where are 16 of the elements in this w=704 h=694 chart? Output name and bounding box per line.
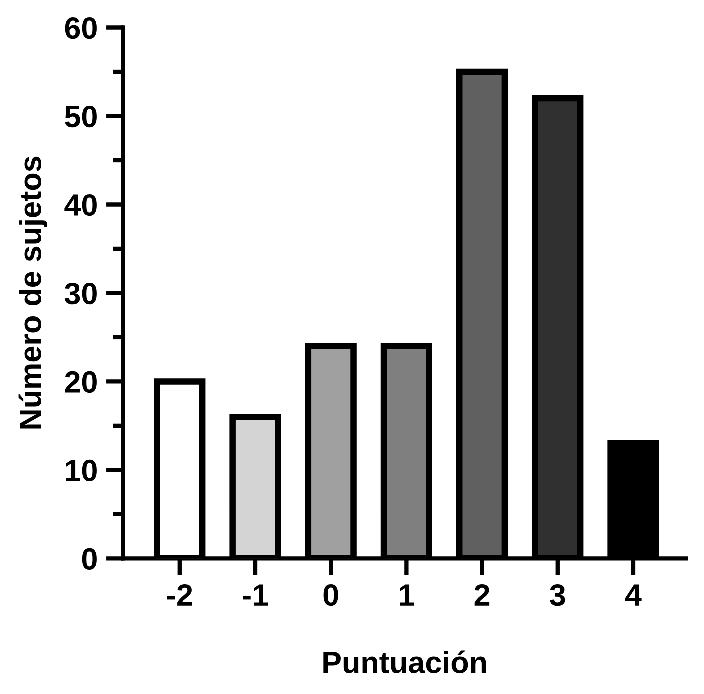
y-axis-title: Número de sujetos: [18, 156, 48, 429]
x-tick-label: -2: [168, 584, 192, 606]
x-tick-label: 0: [324, 584, 338, 606]
x-tick-label: 4: [625, 584, 642, 606]
y-tick-label: 60: [65, 17, 97, 40]
x-tick-label: 2: [474, 584, 490, 606]
y-tick-label: 0: [82, 548, 97, 570]
x-tick-label: -1: [243, 584, 268, 606]
x-axis-title: Puntuación: [324, 650, 486, 674]
y-tick-label: 10: [66, 460, 97, 482]
y-tick-label: 30: [64, 282, 97, 305]
y-tick-label: 20: [65, 371, 97, 394]
x-tick-label: 3: [550, 584, 566, 606]
x-tick-label: 1: [400, 584, 414, 606]
y-tick-label: 40: [64, 194, 97, 216]
y-tick-label: 50: [65, 106, 97, 128]
